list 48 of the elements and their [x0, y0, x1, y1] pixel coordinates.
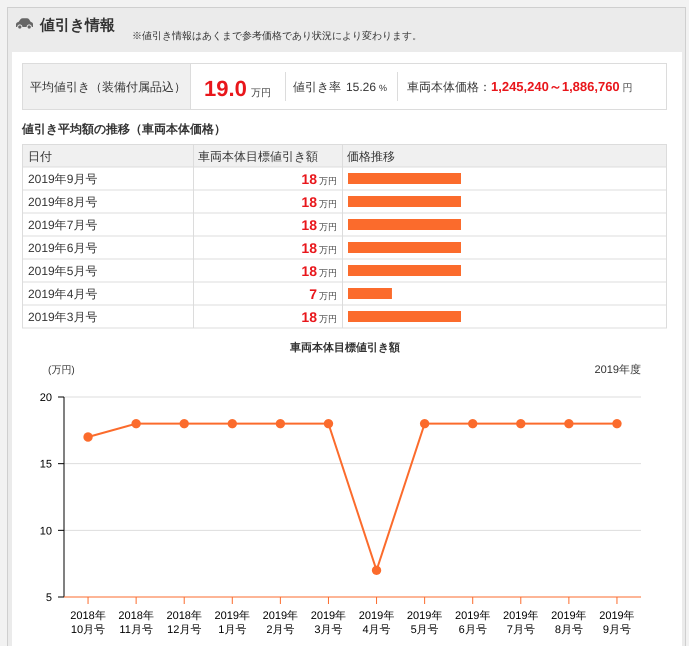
x-tick-label: 2019年3月号 — [310, 610, 346, 636]
y-tick-label: 2019年4月号 — [28, 287, 98, 301]
text: 2019年度 — [594, 363, 641, 376]
data-label: 18万円 — [301, 171, 337, 187]
y-tick-label: 20 — [40, 392, 52, 404]
y-tick-label: 5 — [46, 592, 52, 604]
x-tick-label: 2019年7月号 — [503, 610, 539, 636]
y-tick-label: 2019年6月号 — [28, 241, 98, 255]
x-axis-title: 価格推移 — [347, 150, 395, 164]
text: 15.26 — [346, 80, 376, 94]
text: 値引き率 — [293, 80, 341, 94]
chart-title: 車両本体目標値引き額 — [289, 341, 400, 354]
data-label: 7万円 — [309, 286, 337, 302]
text: 平均値引き（装備付属品込） — [30, 80, 186, 94]
text: 19.0 — [204, 76, 247, 101]
x-tick-label: 2019年4月号 — [358, 610, 394, 636]
text: 1,245,240～1,886,760 — [491, 79, 620, 94]
text: % — [379, 83, 388, 93]
y-axis-title: (万円) — [48, 365, 75, 376]
x-tick-label: 2019年2月号 — [262, 610, 298, 636]
data-label: 18万円 — [301, 309, 337, 325]
y-tick-label: 2019年3月号 — [28, 310, 98, 324]
x-tick-label: 2018年12月号 — [166, 610, 202, 636]
data-label: 18万円 — [301, 240, 337, 256]
x-tick-label: 2019年8月号 — [551, 610, 587, 636]
y-axis-title: 日付 — [28, 150, 52, 164]
y-tick-label: 2019年9月号 — [28, 172, 98, 186]
y-tick-label: 2019年5月号 — [28, 264, 98, 278]
text: 車両本体目標値引き額 — [198, 150, 318, 164]
x-tick-label: 2018年10月号 — [70, 610, 106, 636]
text: 円 — [622, 83, 633, 94]
data-label: 18万円 — [301, 263, 337, 279]
text: 車両本体価格： — [407, 80, 491, 94]
text: 値引き平均額の推移（車両本体価格） — [21, 122, 226, 136]
text: 万円 — [250, 88, 271, 99]
x-tick-label: 2019年6月号 — [454, 610, 490, 636]
text: ※値引き情報はあくまで参考価格であり状況により変わります。 — [132, 30, 422, 42]
data-label: 18万円 — [301, 194, 337, 210]
x-tick-label: 2019年9月号 — [599, 610, 635, 636]
y-tick-label: 2019年8月号 — [28, 195, 98, 209]
y-tick-label: 2019年7月号 — [28, 218, 98, 232]
x-tick-label: 2019年5月号 — [406, 610, 442, 636]
x-tick-label: 2018年11月号 — [118, 610, 154, 636]
y-tick-label: 10 — [40, 525, 52, 538]
x-tick-label: 2019年1月号 — [214, 610, 250, 636]
data-label: 18万円 — [301, 217, 337, 233]
text: 値引き情報 — [39, 17, 116, 34]
y-tick-label: 15 — [40, 458, 52, 471]
